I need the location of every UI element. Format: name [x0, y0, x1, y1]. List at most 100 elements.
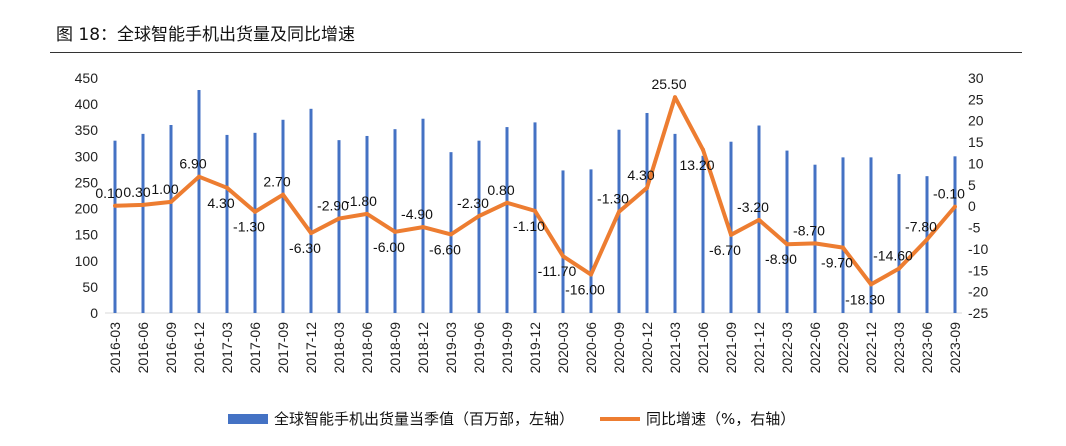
data-label: 0.80	[487, 182, 514, 198]
x-tick-label: 2019-03	[443, 322, 459, 374]
y-right-tick-label: 10	[968, 155, 984, 171]
bar-2021-09	[729, 141, 733, 313]
y-right-tick-label: 0	[968, 198, 976, 214]
legend-line-swatch	[600, 416, 641, 421]
legend-bar-swatch	[228, 413, 268, 424]
x-tick-label: 2017-06	[247, 322, 263, 374]
growth-point-2022-09	[841, 245, 845, 250]
y-right-tick-label: -10	[968, 241, 988, 257]
legend: 全球智能手机出货量当季值（百万部，左轴） 同比增速（%，右轴）	[228, 408, 795, 429]
y-left-tick-label: 150	[75, 227, 99, 243]
x-tick-label: 2020-03	[555, 322, 571, 374]
y-left-tick-label: 200	[75, 201, 99, 217]
growth-point-2017-09	[281, 192, 285, 197]
x-tick-label: 2020-06	[583, 322, 599, 374]
data-label: -6.30	[289, 240, 321, 256]
x-tick-label: 2023-09	[947, 322, 963, 374]
bar-2020-03	[561, 170, 565, 313]
x-tick-label: 2016-09	[163, 322, 179, 374]
legend-bar-label: 全球智能手机出货量当季值（百万部，左轴）	[274, 410, 575, 428]
bar-2017-03	[225, 134, 229, 313]
data-label: 2.70	[263, 174, 290, 190]
x-tick-label: 2022-09	[835, 322, 851, 374]
x-tick-label: 2019-06	[471, 322, 487, 374]
figure-title: 图 18：全球智能手机出货量及同比增速	[56, 25, 356, 45]
growth-point-2020-06	[589, 272, 593, 277]
bar-2019-12	[533, 122, 537, 313]
growth-point-2022-03	[785, 242, 789, 247]
growth-point-2016-06	[141, 202, 145, 207]
bar-2017-12	[309, 108, 313, 313]
growth-point-2023-03	[897, 266, 901, 271]
x-tick-label: 2019-09	[499, 322, 515, 374]
bar-2020-09	[617, 129, 621, 313]
data-label: -8.70	[793, 222, 825, 238]
growth-point-2016-09	[169, 199, 173, 204]
bar-2017-09	[281, 119, 285, 314]
growth-point-2018-06	[365, 211, 369, 216]
bar-2022-06	[813, 164, 817, 313]
growth-point-2016-03	[113, 203, 117, 208]
data-label: 4.30	[207, 195, 234, 211]
x-tick-label: 2021-12	[751, 322, 767, 374]
data-label: -3.20	[737, 199, 769, 215]
bar-2016-03	[113, 140, 117, 313]
bar-2018-03	[337, 140, 341, 313]
bar-2016-06	[141, 133, 145, 313]
x-tick-label: 2020-12	[639, 322, 655, 374]
growth-point-2021-03	[673, 95, 677, 100]
x-tick-label: 2019-12	[527, 322, 543, 374]
y-right-tick-label: 25	[968, 91, 984, 107]
data-label: -8.90	[765, 251, 797, 267]
data-label: 4.30	[627, 167, 654, 183]
data-label: -6.60	[429, 241, 461, 257]
growth-point-2017-12	[309, 231, 313, 236]
x-tick-label: 2023-03	[891, 322, 907, 374]
bar-2022-03	[785, 150, 789, 313]
growth-point-2018-03	[337, 216, 341, 221]
growth-point-2019-12	[533, 208, 537, 213]
growth-point-2017-06	[253, 209, 257, 214]
bar-2016-12	[197, 90, 201, 313]
x-tick-label: 2016-06	[135, 322, 151, 374]
bar-2019-06	[477, 140, 481, 313]
data-label: 13.20	[679, 157, 714, 173]
data-label: 0.30	[123, 184, 150, 200]
y-right-tick-label: -5	[968, 220, 981, 236]
growth-point-2023-09	[953, 204, 957, 209]
x-tick-label: 2018-06	[359, 322, 375, 374]
data-label: 1.00	[151, 181, 178, 197]
bar-2020-12	[645, 112, 649, 313]
data-label: 0.10	[95, 185, 122, 201]
data-label: -14.60	[873, 248, 913, 264]
x-tick-label: 2022-03	[779, 322, 795, 374]
bar-2018-09	[393, 129, 397, 313]
x-tick-label: 2022-12	[863, 322, 879, 374]
growth-point-2019-06	[477, 214, 481, 219]
growth-point-2020-03	[561, 254, 565, 259]
y-right-tick-label: 20	[968, 113, 984, 129]
growth-point-2016-12	[197, 174, 201, 179]
x-tick-label: 2017-12	[303, 322, 319, 374]
y-right-tick-label: -25	[968, 305, 988, 321]
data-label: -18.30	[845, 291, 885, 307]
bar-2016-09	[169, 125, 173, 313]
y-left-tick-label: 450	[75, 70, 99, 86]
bar-2021-03	[673, 133, 677, 313]
y-left-tick-label: 100	[75, 253, 99, 269]
y-right-tick-label: 30	[968, 70, 984, 86]
growth-point-2022-06	[813, 241, 817, 246]
x-tick-label: 2016-03	[107, 322, 123, 374]
bar-2022-12	[869, 157, 873, 313]
growth-point-2018-12	[421, 225, 425, 230]
data-label: -11.70	[538, 263, 577, 279]
title-divider	[50, 52, 1022, 53]
growth-point-2021-12	[757, 217, 761, 222]
x-tick-label: 2021-06	[695, 322, 711, 374]
x-tick-label: 2018-03	[331, 322, 347, 374]
bar-2021-06	[701, 155, 705, 313]
data-label: -4.90	[401, 206, 433, 222]
growth-point-2021-06	[701, 147, 705, 152]
x-tick-label: 2017-03	[219, 322, 235, 374]
